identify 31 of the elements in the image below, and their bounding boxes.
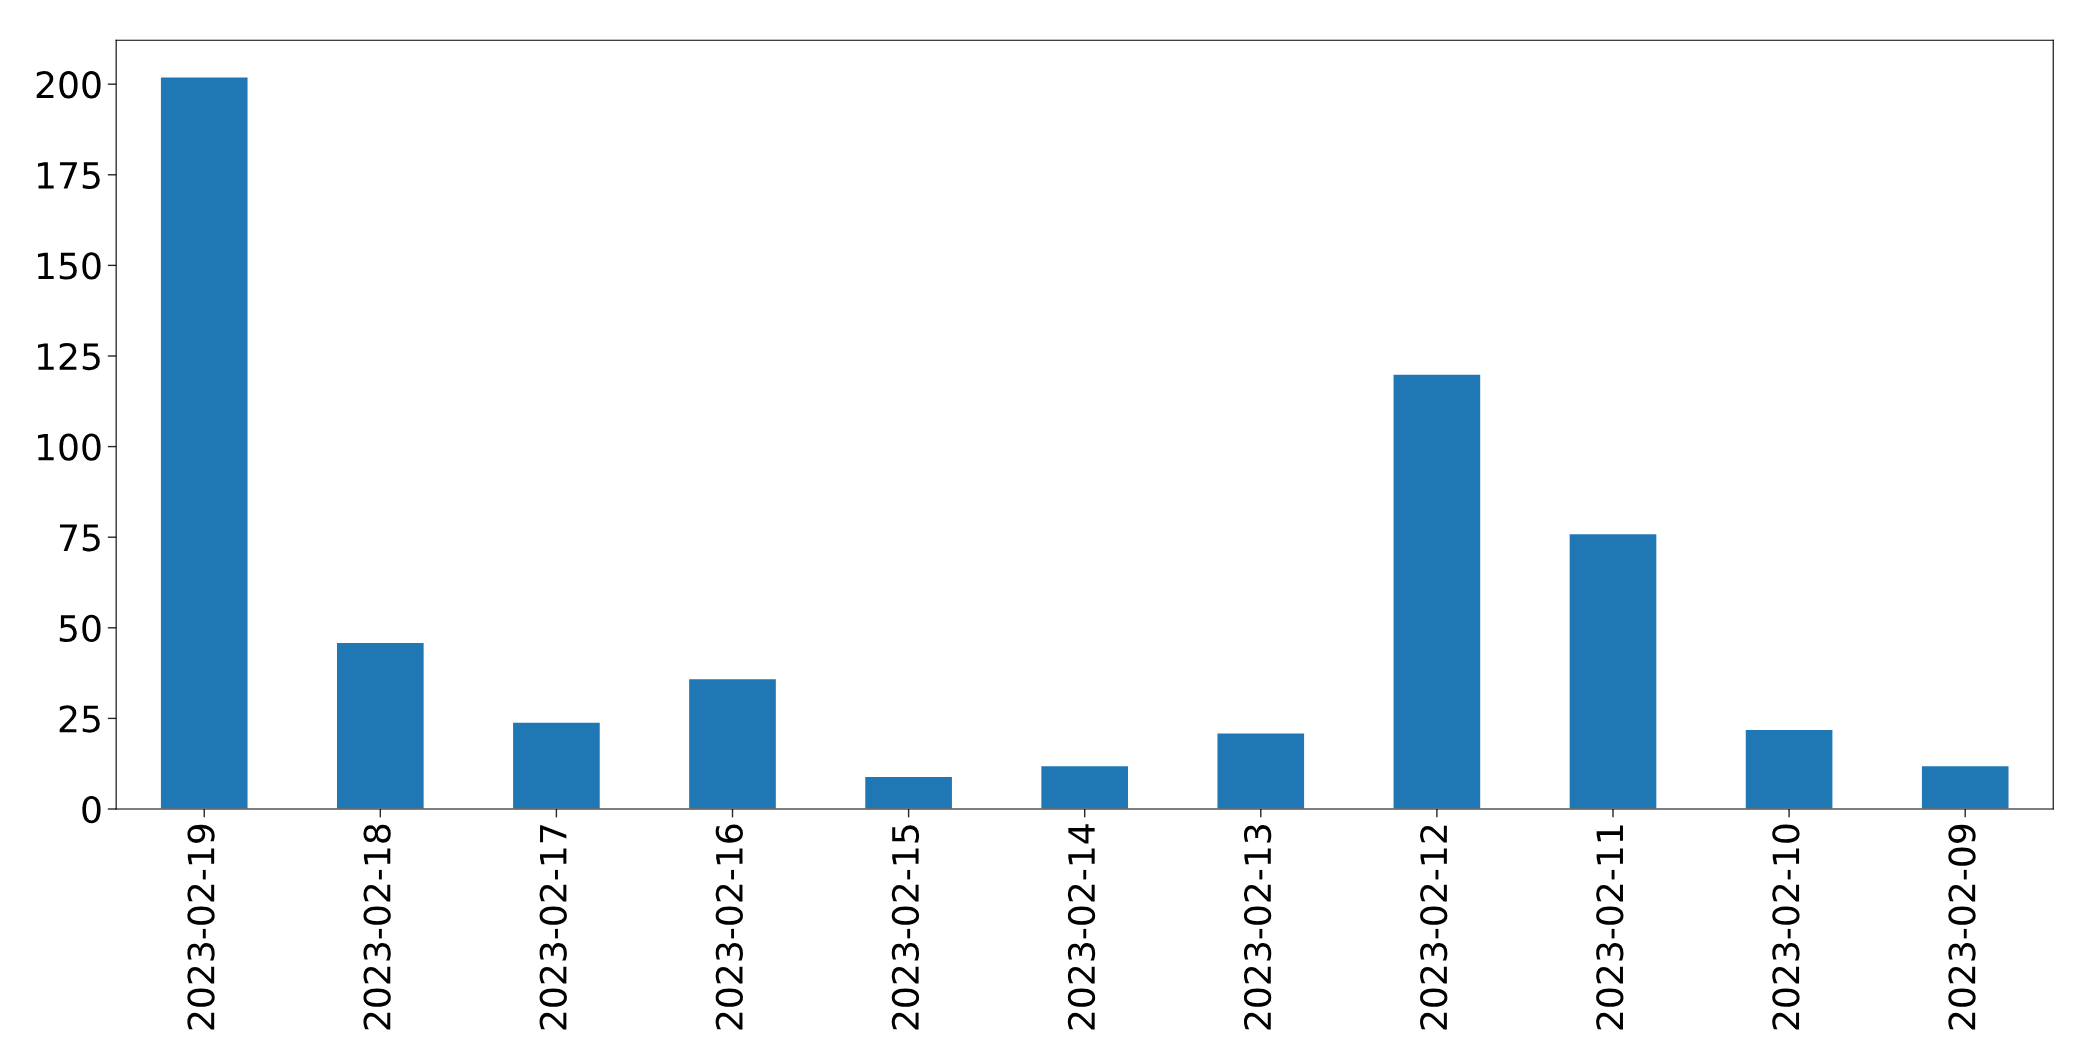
- x-tick-label: 2023-02-10: [1772, 824, 1800, 1030]
- bar: [687, 677, 778, 810]
- y-tick-label: 175: [38, 162, 100, 190]
- x-tick-label: 2023-02-17: [539, 825, 567, 1030]
- x-tick-label: 2023-02-19: [187, 824, 215, 1030]
- bar: [1920, 764, 2010, 810]
- y-tick-label: 150: [38, 252, 101, 280]
- bar: [1568, 532, 1658, 810]
- x-tick-label: 2023-02-09: [1948, 824, 1976, 1030]
- y-tick-label: 50: [59, 614, 101, 643]
- bar: [159, 76, 249, 810]
- x-tick-label: 2023-02-13: [1243, 825, 1272, 1030]
- y-tick-label: 125: [38, 342, 100, 371]
- y-tick-label: 75: [59, 524, 100, 552]
- bar: [1392, 373, 1482, 810]
- x-tick-label: 2023-02-15: [891, 825, 920, 1030]
- bar: [1216, 732, 1306, 810]
- x-tick-label: 2023-02-14: [1067, 824, 1096, 1030]
- x-tick-label: 2023-02-16: [715, 824, 743, 1030]
- y-tick-label: 200: [36, 71, 101, 99]
- x-tick-label: 2023-02-18: [363, 824, 391, 1030]
- bar: [1039, 764, 1130, 810]
- y-tick-label: 0: [82, 795, 101, 824]
- bar: [511, 721, 602, 810]
- bar: [1744, 728, 1834, 810]
- bar: [863, 775, 954, 810]
- y-tick-label: 25: [59, 705, 100, 733]
- x-tick-label: 2023-02-12: [1420, 825, 1448, 1030]
- y-tick-label: 100: [38, 433, 101, 461]
- x-tick-label: 2023-02-11: [1596, 825, 1624, 1030]
- bar: [335, 641, 426, 810]
